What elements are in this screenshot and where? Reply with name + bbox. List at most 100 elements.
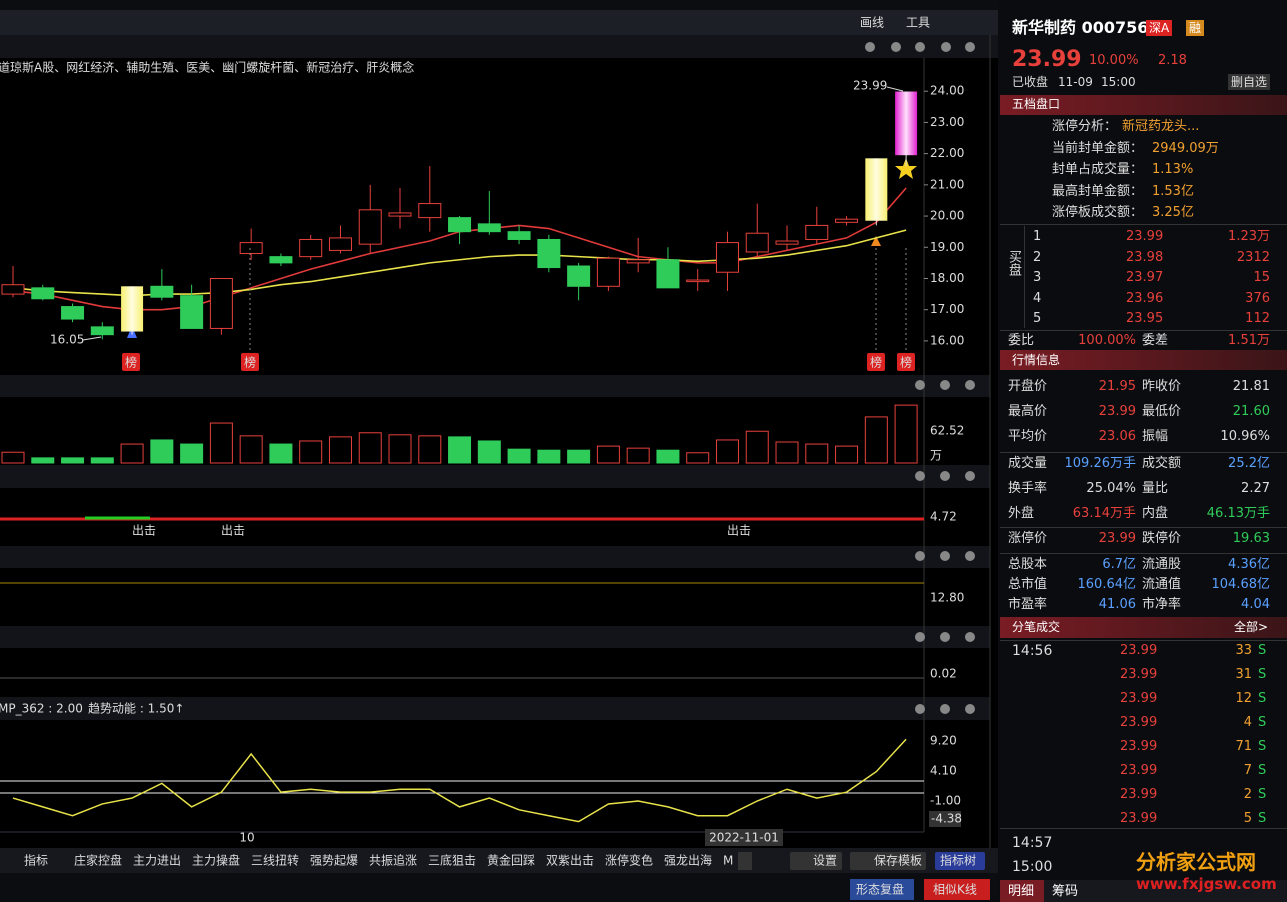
- indicator-tab[interactable]: 双紫出击: [546, 854, 594, 868]
- draw-tool[interactable]: 画线: [860, 16, 884, 30]
- label: 23.97: [1126, 270, 1164, 285]
- volume-bar: [745, 430, 769, 464]
- candle-body: [269, 256, 293, 264]
- label: 流通值: [1142, 577, 1182, 592]
- label: 委差: [1142, 333, 1169, 348]
- panel-bg: [1000, 452, 1287, 453]
- label: 委比: [1008, 333, 1035, 348]
- volume-bar: [1, 451, 25, 464]
- candle-body: [121, 286, 144, 332]
- label: 5: [1033, 311, 1042, 326]
- label: 成交量: [1008, 456, 1048, 471]
- volume-bar: [31, 457, 55, 464]
- label: 2: [1243, 787, 1252, 802]
- candle-body: [209, 277, 233, 329]
- label: 160.64亿: [1077, 577, 1137, 592]
- button[interactable]: 保存模板: [874, 854, 922, 868]
- indicator-tab[interactable]: M: [723, 854, 733, 868]
- panel-bg: [1000, 527, 1287, 528]
- candle-body: [715, 242, 739, 273]
- button[interactable]: 设置: [813, 854, 837, 868]
- label: 分析家公式网: [1136, 850, 1256, 874]
- indicator-tab[interactable]: 共振追涨: [369, 853, 417, 868]
- candle-body: [328, 237, 352, 251]
- panel-bg: [1024, 226, 1025, 328]
- label: 2.27: [1241, 481, 1270, 496]
- label: 跌停价: [1142, 531, 1182, 546]
- panel-bg: [998, 0, 1287, 902]
- volume-bar: [567, 449, 591, 464]
- candle-body: [537, 238, 561, 269]
- label: 23.99: [1012, 47, 1082, 72]
- volume-bar: [448, 436, 472, 464]
- arrow: [82, 336, 102, 341]
- label: 23.99: [1120, 715, 1158, 730]
- rank-badge: 榜: [870, 355, 882, 370]
- label[interactable]: 全部>: [1233, 620, 1268, 634]
- button[interactable]: 指标树: [940, 853, 976, 868]
- label: 市盈率: [1008, 597, 1048, 612]
- volume-bar: [90, 457, 114, 464]
- label: 33: [1235, 643, 1252, 658]
- label: 3: [1033, 270, 1042, 285]
- candle-body: [31, 287, 55, 300]
- volume-bar: [507, 448, 531, 464]
- panel-bg: [1000, 880, 1287, 902]
- label: 23.99: [1098, 531, 1136, 546]
- volume-bar: [805, 443, 829, 464]
- indicator-tab[interactable]: 主力操盘: [192, 853, 240, 868]
- candle-body: [358, 209, 382, 245]
- candle-body: [865, 158, 888, 221]
- panel-bg: [1000, 640, 1287, 641]
- panel-bg: [1000, 828, 1287, 829]
- label: 109.26万手: [1064, 456, 1137, 471]
- label: 23.96: [1126, 290, 1164, 306]
- rank-badge: 榜: [125, 355, 137, 370]
- label: 2.18: [1158, 53, 1187, 68]
- y-tick-label: 23.00: [930, 115, 964, 129]
- candle-body: [775, 240, 799, 245]
- y-tick-label: 12.80: [930, 591, 964, 605]
- tab[interactable]: 明细: [1008, 884, 1035, 899]
- button[interactable]: 删自选: [1228, 74, 1271, 90]
- label: 25.2亿: [1228, 456, 1270, 471]
- label: 15: [1253, 270, 1270, 285]
- indicator-tab[interactable]: 主力进出: [133, 854, 181, 868]
- label: 104.68亿: [1211, 577, 1271, 592]
- indicator-tab[interactable]: 强龙出海: [664, 853, 712, 868]
- panel-bg: [1000, 224, 1287, 225]
- label: 23.99: [1120, 691, 1158, 706]
- label: 71: [1235, 739, 1252, 754]
- label: S: [1258, 739, 1267, 754]
- volume-bar: [715, 439, 739, 464]
- label: 41.06: [1098, 597, 1136, 612]
- label: 最高价: [1008, 404, 1048, 419]
- candle-body: [448, 217, 472, 233]
- label: 深A: [1146, 20, 1173, 36]
- volume-bar: [239, 435, 263, 464]
- label: 23.99: [1126, 229, 1164, 244]
- indicator-tab[interactable]: 庄家控盘: [74, 853, 122, 868]
- indicator-tab[interactable]: 强势起爆: [310, 854, 358, 868]
- panel-bg: [1000, 617, 1287, 638]
- indicator-value: 趋势动能 : 1.50↑: [88, 702, 184, 716]
- button[interactable]: 相似K线: [933, 883, 977, 897]
- badge-bg: [122, 353, 140, 371]
- button[interactable]: 形态复盘: [856, 882, 904, 897]
- label: 21.81: [1232, 379, 1270, 394]
- label: 换手率: [1008, 481, 1048, 496]
- label: 新冠药龙头...: [1122, 119, 1200, 134]
- tools-menu[interactable]: 工具: [906, 16, 930, 30]
- indicator-tab[interactable]: 涨停变色: [605, 853, 653, 868]
- y-tick-label: 0.02: [930, 667, 957, 681]
- indicator-tab[interactable]: 三底狙击: [428, 853, 476, 868]
- label: 2949.09万: [1152, 140, 1219, 156]
- volume-bar: [299, 440, 323, 464]
- indicator-tab[interactable]: 黄金回踩: [487, 853, 535, 868]
- label: 市净率: [1142, 597, 1182, 612]
- label: 外盘: [1008, 506, 1035, 521]
- label: 已收盘: [1012, 75, 1049, 89]
- label: 昨收价: [1142, 379, 1182, 394]
- tab[interactable]: 筹码: [1052, 884, 1079, 899]
- indicator-tab[interactable]: 三线扭转: [251, 853, 299, 868]
